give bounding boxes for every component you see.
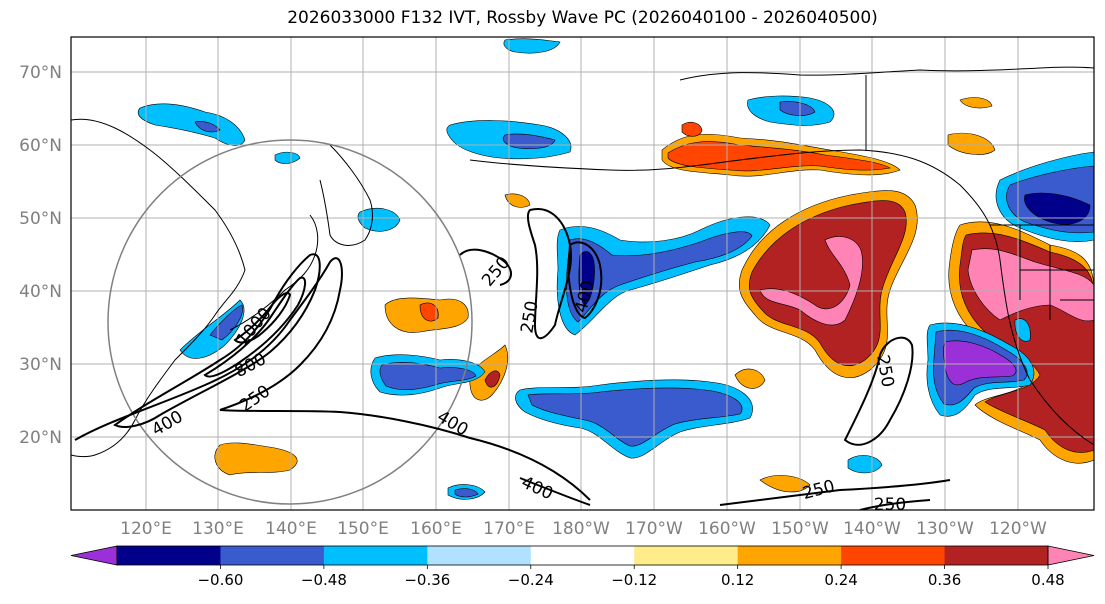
colorbar-segment: [530, 546, 635, 565]
longitude-label: 140°W: [843, 519, 901, 539]
latitude-label: 30°N: [19, 355, 62, 375]
contour-250: [74, 257, 591, 501]
negative-anomaly-region: [274, 151, 301, 164]
rossby-wave-circle: [107, 139, 473, 505]
colorbar-tick-label: −0.48: [301, 571, 347, 589]
contour-1000: [233, 292, 292, 344]
colorbar: −0.60 −0.48 −0.36 −0.24 −0.12 0.12 0.24 0.36 0.4…: [70, 545, 1095, 589]
positive-anomaly-region: [734, 368, 766, 389]
longitude-label: 170°E: [483, 519, 535, 539]
colorbar-segment: [634, 546, 739, 565]
longitude-label: 160°W: [698, 519, 756, 539]
contour-400: [566, 241, 603, 320]
negative-anomaly-region: [357, 207, 401, 232]
contour-250: [843, 336, 914, 446]
positive-anomaly-region: [967, 248, 1094, 322]
longitude-label: 130°E: [192, 519, 244, 539]
colorbar-tick-label: 0.24: [824, 571, 857, 589]
negative-anomaly-region: [1024, 192, 1091, 225]
colorbar-extend-max: [1047, 545, 1095, 566]
coastlines: [71, 66, 1094, 458]
contour-label: 250: [874, 495, 906, 515]
border-states: [1019, 225, 1094, 320]
ivt-contours: [74, 208, 951, 510]
negative-anomaly-region: [503, 38, 561, 54]
coastline-kamchatka: [319, 144, 373, 246]
latitude-label: 70°N: [19, 63, 62, 83]
coastline-asia: [71, 118, 246, 458]
colorbar-segment: [737, 546, 842, 565]
colorbar-segment: [220, 546, 325, 565]
longitude-labels: 120°E 130°E 140°E 150°E 160°E 170°E 180°W 170°W…: [120, 519, 1047, 539]
longitude-label: 180°W: [552, 519, 610, 539]
negative-anomaly-region: [847, 455, 883, 474]
negative-anomaly-region: [943, 340, 1017, 386]
colorbar-extend-min: [70, 545, 118, 566]
colorbar-segment: [323, 546, 428, 565]
contour-250: [459, 248, 512, 286]
longitude-label: 130°W: [916, 519, 974, 539]
longitude-label: 120°E: [120, 519, 172, 539]
longitude-label: 150°W: [771, 519, 829, 539]
colorbar-tick-label: 0.36: [928, 571, 961, 589]
negative-anomaly-region: [566, 231, 753, 323]
latitude-label: 50°N: [19, 209, 62, 229]
positive-anomaly-region: [681, 121, 703, 137]
colorbar-segment: [427, 546, 532, 565]
coastline-japan: [229, 214, 319, 331]
negative-anomaly-region: [578, 251, 595, 306]
negative-anomaly-region: [779, 101, 816, 116]
colorbar-segment: [117, 546, 221, 565]
colorbar-border: [116, 545, 1049, 566]
ivt-shading: [137, 38, 1094, 500]
contour-400: [519, 477, 591, 506]
longitude-label: 120°W: [989, 519, 1047, 539]
colorbar-tick-label: −0.36: [404, 571, 450, 589]
coastline-alaska: [469, 149, 1094, 446]
longitude-label: 140°E: [265, 519, 317, 539]
colorbar-segment: [944, 546, 1049, 565]
colorbar-segment: [841, 546, 946, 565]
map-frame: [70, 36, 1095, 511]
positive-anomaly-region: [214, 442, 298, 476]
map-graticule: [71, 37, 1094, 510]
positive-anomaly-region: [759, 475, 811, 493]
latitude-label: 60°N: [19, 136, 62, 156]
coastline-arctic: [679, 66, 1094, 81]
longitude-label: 160°E: [410, 519, 462, 539]
negative-anomaly-region: [1014, 318, 1031, 342]
latitude-labels: 70°N 60°N 50°N 40°N 30°N 20°N: [19, 63, 62, 448]
negative-anomaly-region: [454, 488, 479, 498]
colorbar-tick-label: 0.48: [1031, 571, 1064, 589]
latitude-label: 20°N: [19, 428, 62, 448]
positive-anomaly-region: [759, 236, 863, 326]
positive-anomaly-region: [419, 302, 439, 322]
positive-anomaly-region: [947, 132, 996, 155]
negative-anomaly-region: [194, 121, 221, 133]
positive-anomaly-region: [469, 344, 509, 401]
latitude-label: 40°N: [19, 282, 62, 302]
colorbar-tick-label: 0.12: [721, 571, 754, 589]
map-title: 2026033000 F132 IVT, Rossby Wave PC (202…: [287, 8, 878, 28]
contour-250: [526, 208, 572, 340]
positive-anomaly-region: [959, 97, 993, 109]
colorbar-tick-label: −0.60: [197, 571, 243, 589]
negative-anomaly-region: [179, 299, 245, 359]
longitude-label: 170°W: [625, 519, 683, 539]
contour-800: [203, 276, 306, 378]
longitude-label: 150°E: [337, 519, 389, 539]
colorbar-tick-label: −0.24: [508, 571, 554, 589]
positive-anomaly-region: [504, 193, 531, 208]
contour-400: [113, 253, 321, 428]
positive-anomaly-region: [749, 200, 907, 366]
positive-anomaly-region: [484, 370, 501, 388]
negative-anomaly-region: [379, 362, 477, 390]
colorbar-tick-label: −0.12: [611, 571, 657, 589]
contour-250: [719, 479, 951, 506]
contour-400: [859, 499, 931, 510]
